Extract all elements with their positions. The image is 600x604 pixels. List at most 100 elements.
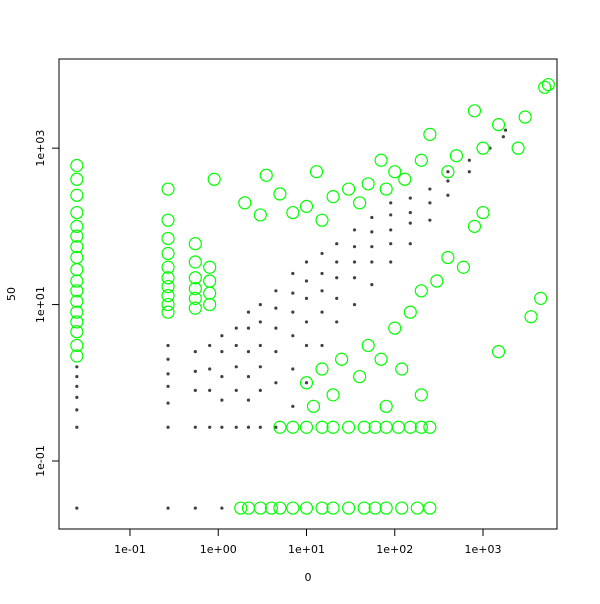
point bbox=[320, 343, 324, 348]
point bbox=[446, 170, 450, 174]
point bbox=[274, 381, 278, 385]
y-axis-label: 50 bbox=[5, 287, 18, 301]
point bbox=[258, 365, 262, 369]
highlight-point bbox=[161, 305, 175, 319]
highlight-point bbox=[70, 188, 84, 202]
highlight-point bbox=[379, 182, 393, 196]
point bbox=[389, 201, 393, 205]
point bbox=[75, 365, 79, 369]
point bbox=[320, 271, 324, 276]
highlight-point bbox=[203, 260, 217, 274]
highlight-point bbox=[309, 165, 324, 179]
point bbox=[320, 251, 324, 256]
highlight-point bbox=[388, 321, 402, 335]
highlight-point bbox=[476, 205, 490, 220]
point bbox=[166, 425, 170, 429]
highlight-point bbox=[403, 305, 417, 319]
highlight-point bbox=[335, 352, 349, 366]
point bbox=[446, 179, 450, 183]
point bbox=[291, 271, 295, 276]
point bbox=[166, 506, 170, 510]
highlight-point bbox=[423, 501, 437, 515]
x-tick-label: 1e+03 bbox=[465, 543, 502, 556]
point bbox=[291, 404, 295, 408]
point bbox=[370, 230, 374, 234]
point bbox=[335, 320, 339, 324]
point bbox=[304, 296, 309, 300]
point bbox=[220, 350, 224, 354]
highlight-point bbox=[306, 399, 321, 413]
highlight-point bbox=[379, 501, 393, 515]
point bbox=[75, 395, 79, 400]
point bbox=[467, 170, 471, 174]
highlight-point bbox=[326, 190, 340, 204]
highlight-point bbox=[70, 284, 84, 298]
highlight-point bbox=[357, 420, 371, 434]
highlight-point bbox=[414, 388, 428, 402]
highlight-point bbox=[430, 274, 444, 288]
highlight-point bbox=[315, 362, 329, 376]
highlight-point bbox=[286, 420, 300, 434]
highlight-point bbox=[357, 501, 371, 515]
point bbox=[291, 334, 295, 338]
point bbox=[75, 374, 79, 379]
point bbox=[246, 398, 251, 402]
highlight-point bbox=[161, 297, 175, 312]
highlight-point bbox=[395, 501, 409, 515]
highlight-point bbox=[353, 369, 367, 384]
point bbox=[389, 228, 393, 232]
highlight-point bbox=[264, 501, 278, 515]
highlight-point bbox=[395, 362, 409, 376]
point bbox=[234, 365, 238, 369]
point bbox=[234, 388, 238, 392]
point bbox=[246, 310, 251, 314]
highlight-point bbox=[203, 274, 217, 288]
highlight-point bbox=[368, 501, 382, 515]
point bbox=[428, 201, 432, 205]
point bbox=[389, 260, 393, 264]
highlight-point bbox=[374, 352, 388, 366]
point bbox=[501, 135, 505, 139]
highlight-point bbox=[476, 141, 490, 155]
point bbox=[193, 425, 197, 429]
highlight-point bbox=[161, 260, 175, 274]
highlight-point bbox=[315, 501, 329, 515]
point bbox=[166, 384, 170, 388]
point bbox=[75, 384, 79, 388]
highlight-point bbox=[238, 196, 252, 210]
point bbox=[208, 343, 212, 348]
highlight-point bbox=[161, 289, 175, 303]
point bbox=[304, 343, 309, 348]
highlight-point bbox=[388, 165, 402, 179]
highlight-point bbox=[273, 501, 287, 515]
point bbox=[246, 425, 251, 429]
highlight-point bbox=[374, 153, 388, 167]
point bbox=[75, 425, 79, 429]
point bbox=[320, 289, 324, 293]
point bbox=[335, 260, 339, 264]
highlight-point bbox=[342, 182, 356, 196]
point bbox=[389, 242, 393, 246]
x-axis-label: 0 bbox=[305, 571, 312, 584]
point bbox=[234, 425, 238, 429]
highlight-point bbox=[449, 149, 464, 163]
highlight-point bbox=[286, 205, 300, 220]
point bbox=[193, 506, 197, 510]
highlight-point bbox=[326, 501, 340, 515]
highlight-point bbox=[161, 271, 175, 285]
highlight-point bbox=[70, 338, 84, 353]
point bbox=[246, 350, 251, 354]
point bbox=[234, 326, 238, 330]
highlight-point bbox=[188, 271, 202, 285]
highlight-point bbox=[326, 388, 340, 402]
highlight-point bbox=[188, 282, 202, 296]
point bbox=[220, 334, 224, 338]
point bbox=[428, 218, 432, 222]
highlight-point bbox=[188, 291, 202, 305]
highlight-point bbox=[538, 80, 552, 94]
point bbox=[274, 326, 278, 330]
highlight-point bbox=[70, 172, 84, 186]
point bbox=[258, 388, 262, 392]
highlight-point bbox=[441, 250, 455, 265]
point bbox=[246, 374, 251, 379]
